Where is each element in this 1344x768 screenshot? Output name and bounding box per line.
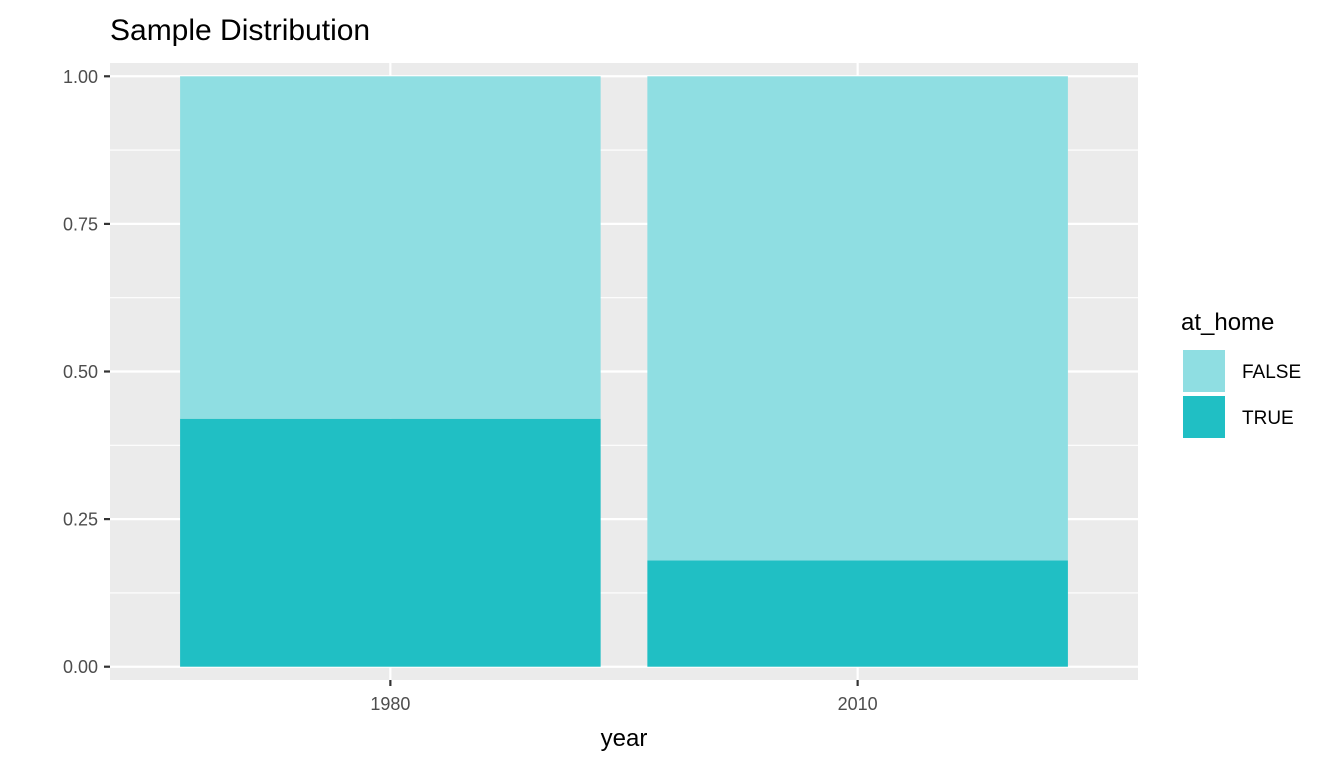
bar-1980-true	[180, 418, 601, 667]
legend-key-true	[1183, 396, 1225, 438]
legend-label-true: TRUE	[1242, 408, 1294, 429]
legend-title: at_home	[1181, 309, 1274, 336]
bar-1980-false	[180, 76, 601, 419]
legend-key-false	[1183, 350, 1225, 392]
legend-label-false: FALSE	[1242, 362, 1301, 383]
x-axis-title: year	[601, 725, 648, 752]
bar-2010-false	[647, 76, 1068, 561]
x-axis: 1980 2010	[370, 680, 878, 714]
bar-2010-true	[647, 560, 1068, 667]
legend: at_home FALSE TRUE	[1181, 309, 1301, 438]
y-tick-label: 0.00	[63, 657, 98, 677]
chart-title: Sample Distribution	[110, 14, 370, 47]
y-tick-label: 0.50	[63, 362, 98, 382]
y-axis: 0.00 0.25 0.50 0.75 1.00	[63, 67, 110, 677]
bars	[180, 76, 1068, 667]
x-tick-label: 1980	[370, 694, 410, 714]
y-tick-label: 1.00	[63, 67, 98, 87]
y-tick-label: 0.75	[63, 214, 98, 234]
y-tick-label: 0.25	[63, 510, 98, 530]
x-tick-label: 2010	[838, 694, 878, 714]
